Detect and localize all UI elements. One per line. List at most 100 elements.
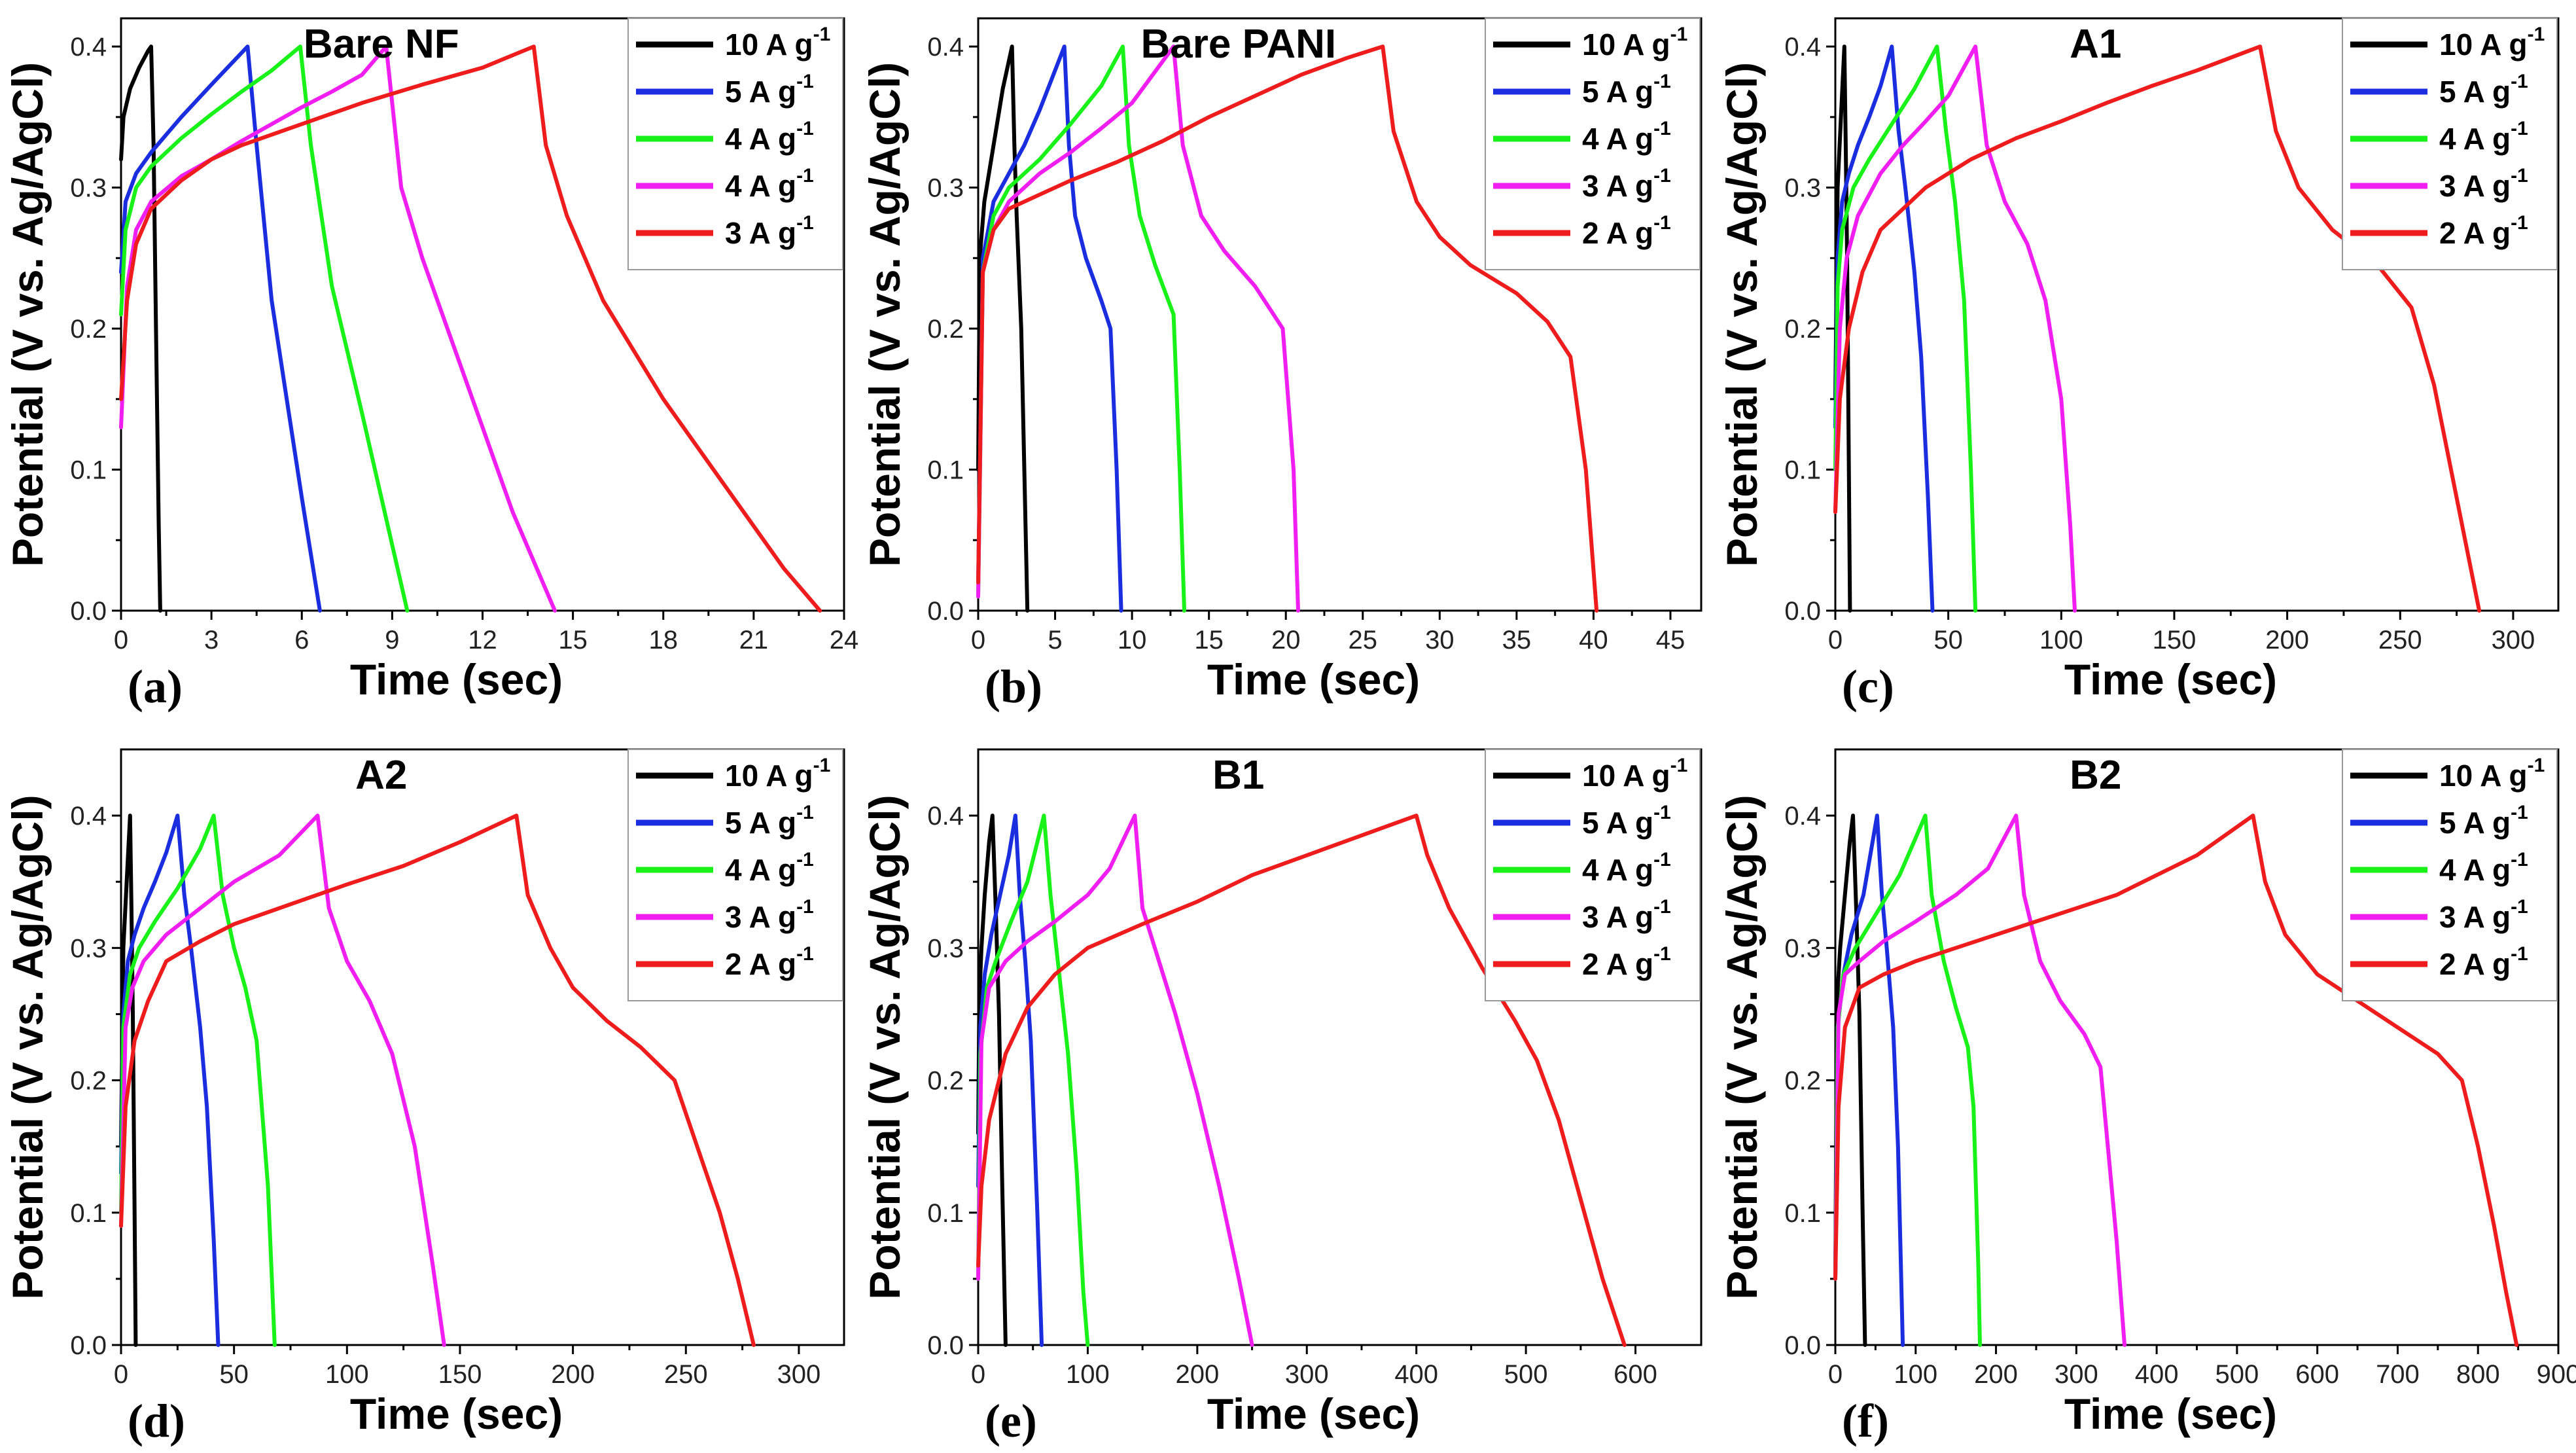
- x-tick-label: 6: [294, 626, 309, 655]
- y-axis-title: Potential (V vs. Ag/AgCl): [860, 62, 909, 567]
- series-line-5-a-g: [1833, 45, 1935, 613]
- y-tick-label: 0.1: [70, 1199, 107, 1228]
- x-tick-label: 0: [114, 1360, 128, 1389]
- legend-entry: 3 A g-1: [2439, 165, 2528, 203]
- x-tick-label: 300: [2492, 626, 2535, 655]
- series-line-10-a-g: [119, 814, 138, 1347]
- x-tick-label: 100: [1066, 1360, 1110, 1389]
- chart-panel-4: 0 50 100 150 200 250 300 0.0 0.1 0.2 0.3 0.4 A2 10 A …: [3, 748, 845, 1447]
- legend-box: [2342, 18, 2558, 270]
- legend-entry: 5 A g-1: [725, 802, 814, 840]
- legend-entry: 3 A g-1: [2439, 896, 2528, 934]
- x-tick-label: 15: [1194, 626, 1224, 655]
- series-line-4-a-g: [1833, 45, 1978, 613]
- legend-box: [1485, 749, 1701, 1001]
- legend-entry: 4 A g-1: [2439, 849, 2528, 887]
- chart-title: Bare PANI: [1140, 22, 1336, 67]
- y-tick-label: 0.4: [70, 33, 107, 62]
- y-tick-label: 0.1: [1784, 1199, 1821, 1228]
- series-line-4-a-g: [119, 814, 277, 1347]
- legend-entry: 4 A g-1: [1582, 849, 1671, 887]
- panel-letter: (b): [985, 660, 1042, 713]
- legend-entry: 5 A g-1: [725, 71, 814, 109]
- x-tick-label: 900: [2537, 1360, 2576, 1389]
- x-tick-label: 100: [325, 1360, 369, 1389]
- legend-entry: 5 A g-1: [2439, 802, 2528, 840]
- x-tick-label: 600: [1614, 1360, 1657, 1389]
- x-tick-label: 200: [551, 1360, 595, 1389]
- x-tick-label: 250: [2378, 626, 2422, 655]
- x-tick-label: 400: [1394, 1360, 1438, 1389]
- x-axis-title: Time (sec): [350, 655, 563, 704]
- y-tick-label: 0.4: [1784, 802, 1821, 831]
- x-tick-label: 250: [664, 1360, 708, 1389]
- x-tick-label: 300: [2055, 1360, 2098, 1389]
- y-tick-label: 0.2: [1784, 1067, 1821, 1096]
- legend-entry: 3 A g-1: [725, 212, 814, 250]
- x-tick-label: 300: [1285, 1360, 1329, 1389]
- y-axis-title: Potential (V vs. Ag/AgCl): [1718, 795, 1766, 1299]
- legend-entry: 3 A g-1: [725, 896, 814, 934]
- legend-entry: 4 A g-1: [1582, 118, 1671, 156]
- series-line-5-a-g: [976, 45, 1123, 613]
- series-line-3-a-g: [1833, 45, 2077, 613]
- y-axis-title: Potential (V vs. Ag/AgCl): [1718, 62, 1766, 567]
- x-tick-label: 20: [1271, 626, 1301, 655]
- x-tick-label: 800: [2456, 1360, 2500, 1389]
- legend-entry: 5 A g-1: [1582, 802, 1671, 840]
- series-line-2-a-g: [1833, 45, 2482, 613]
- legend-entry: 4 A g-1: [725, 118, 814, 156]
- y-tick-label: 0.2: [927, 315, 964, 344]
- x-tick-label: 0: [114, 626, 128, 655]
- x-tick-label: 600: [2295, 1360, 2339, 1389]
- x-tick-label: 50: [219, 1360, 249, 1389]
- x-tick-label: 0: [1828, 1360, 1843, 1389]
- y-tick-label: 0.4: [927, 802, 964, 831]
- panel-letter: (e): [985, 1395, 1037, 1447]
- x-tick-label: 9: [385, 626, 399, 655]
- y-tick-label: 0.4: [70, 802, 107, 831]
- chart-title: Bare NF: [304, 22, 459, 67]
- chart-title: A2: [355, 753, 407, 798]
- y-axis-title: Potential (V vs. Ag/AgCl): [3, 62, 52, 567]
- y-tick-label: 0.0: [927, 1331, 964, 1360]
- legend-entry: 2 A g-1: [725, 943, 814, 981]
- x-axis-title: Time (sec): [350, 1390, 563, 1438]
- legend-entry: 4 A g-1: [725, 165, 814, 203]
- x-axis-title: Time (sec): [2064, 655, 2277, 704]
- series-line-4-a-g: [976, 45, 1186, 613]
- y-tick-label: 0.3: [1784, 174, 1821, 203]
- series-line-2-a-g: [976, 814, 1627, 1347]
- y-tick-label: 0.2: [70, 315, 107, 344]
- panel-letter: (a): [128, 660, 183, 713]
- x-tick-label: 150: [2153, 626, 2197, 655]
- legend-entry: 2 A g-1: [1582, 943, 1671, 981]
- y-tick-label: 0.4: [1784, 33, 1821, 62]
- y-tick-label: 0.0: [70, 597, 107, 626]
- legend-entry: 3 A g-1: [1582, 896, 1671, 934]
- x-tick-label: 25: [1349, 626, 1378, 655]
- y-axis-title: Potential (V vs. Ag/AgCl): [860, 795, 909, 1299]
- series-line-4-a-g: [976, 814, 1090, 1347]
- chart-panel-2: 0 5 10 15 20 25 30 35 40 45 0.0 0.1 0.2 0.3 0.4 Bare PA…: [860, 17, 1703, 713]
- y-axis-title: Potential (V vs. Ag/AgCl): [3, 795, 52, 1299]
- series-line-2-a-g: [119, 814, 756, 1347]
- x-tick-label: 500: [1504, 1360, 1548, 1389]
- legend-entry: 4 A g-1: [2439, 118, 2528, 156]
- series-line-3-a-g: [976, 45, 1300, 613]
- legend-entry: 2 A g-1: [2439, 943, 2528, 981]
- x-tick-label: 12: [468, 626, 497, 655]
- y-tick-label: 0.3: [927, 934, 964, 963]
- legend-entry: 4 A g-1: [725, 849, 814, 887]
- series-line-5-a-g: [119, 814, 221, 1347]
- y-tick-label: 0.2: [1784, 315, 1821, 344]
- legend-box: [1485, 18, 1701, 270]
- x-tick-label: 500: [2215, 1360, 2259, 1389]
- x-tick-label: 100: [1894, 1360, 1937, 1389]
- x-tick-label: 300: [777, 1360, 821, 1389]
- y-tick-label: 0.1: [927, 1199, 964, 1228]
- x-tick-label: 24: [830, 626, 859, 655]
- series-line-5-a-g: [119, 45, 322, 613]
- series-line-5-a-g: [976, 814, 1044, 1347]
